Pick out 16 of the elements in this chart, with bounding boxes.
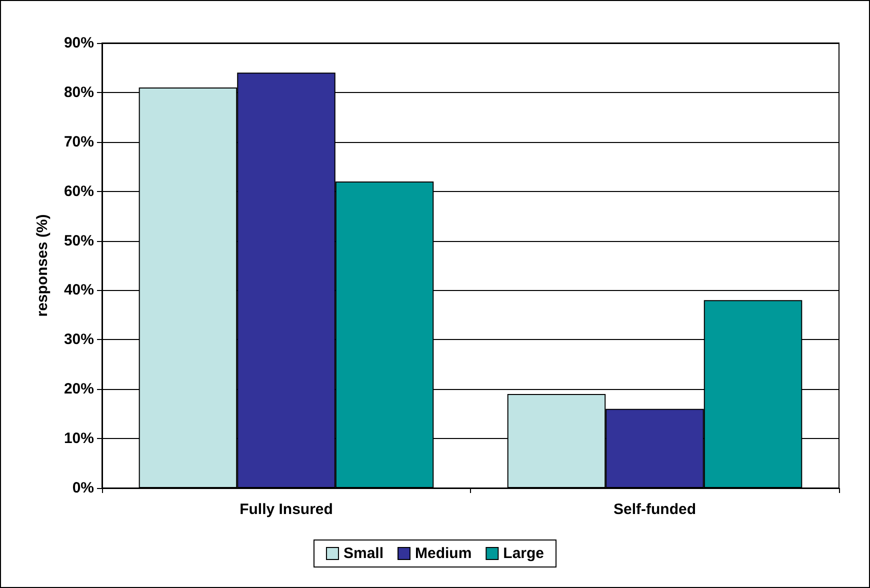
y-tick-label: 50% xyxy=(64,232,94,250)
y-axis-title: responses (%) xyxy=(34,214,51,317)
legend-label: Large xyxy=(503,545,544,562)
y-tick-label: 60% xyxy=(64,182,94,200)
x-tick-label: Fully Insured xyxy=(240,501,333,518)
y-tick-label: 0% xyxy=(72,480,94,496)
y-tick-label: 70% xyxy=(64,133,94,150)
y-tick-label: 10% xyxy=(64,430,94,448)
y-tick-label: 80% xyxy=(64,84,94,101)
legend-label: Small xyxy=(343,545,384,562)
legend-label: Medium xyxy=(415,545,472,562)
y-tick-label: 30% xyxy=(64,331,94,348)
x-tick-label: Self-funded xyxy=(614,501,696,518)
y-tick-label: 40% xyxy=(64,282,94,299)
y-tick-label: 20% xyxy=(64,380,94,398)
y-tick-label: 90% xyxy=(64,34,94,52)
